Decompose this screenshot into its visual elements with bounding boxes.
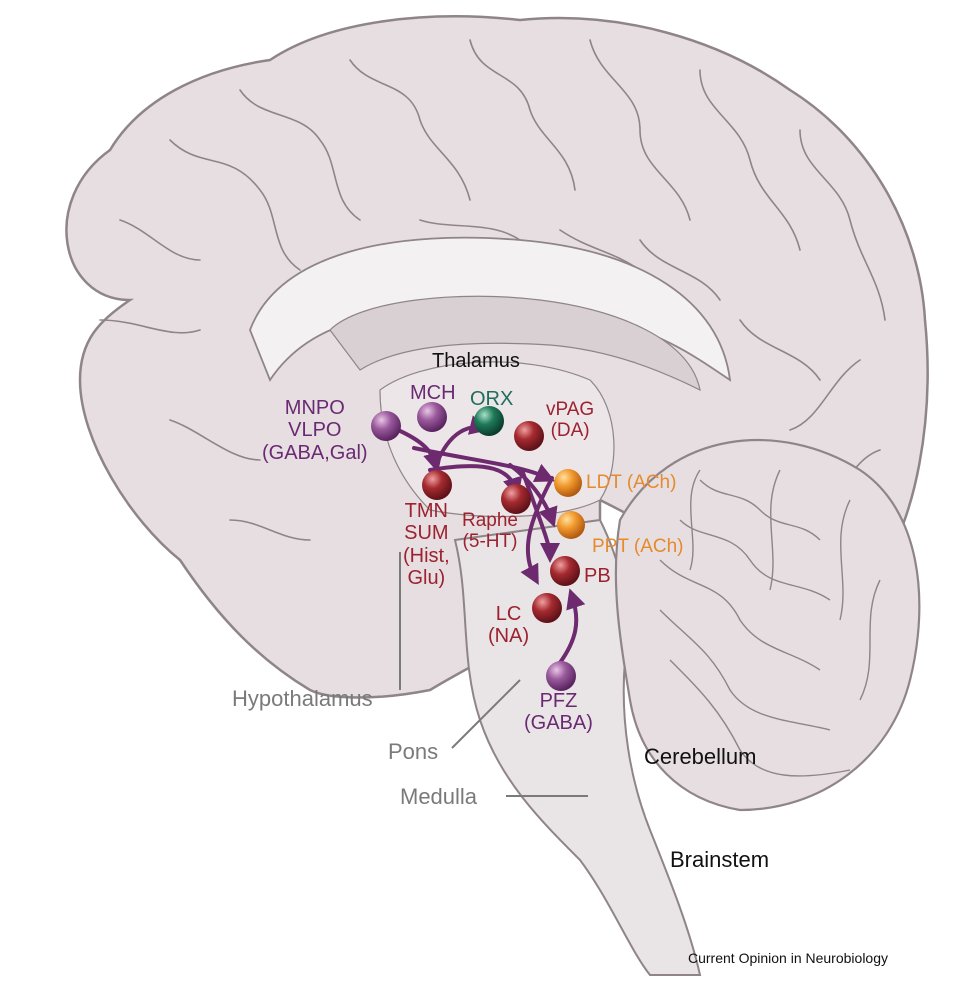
- label-lc-transmitter: (NA): [488, 625, 530, 648]
- label-mnpo-vlpo: MNPO VLPO (GABA,Gal): [262, 397, 368, 464]
- label-vpag-name: vPAG: [546, 399, 595, 420]
- label-raphe: Raphe (5-HT): [462, 510, 518, 553]
- node-vpag: [514, 421, 544, 451]
- label-lc-name: LC: [495, 603, 522, 625]
- node-ldt: [554, 469, 582, 497]
- cerebellum-shape: [614, 438, 921, 812]
- node-pb: [550, 556, 580, 586]
- label-vlpo: VLPO: [288, 419, 342, 442]
- label-mnpo: MNPO: [284, 397, 345, 419]
- pons-pointer: [451, 679, 521, 749]
- label-gaba-gal: (GABA,Gal): [262, 441, 368, 464]
- label-brainstem: Brainstem: [670, 847, 770, 872]
- node-mch: [417, 402, 447, 432]
- label-medulla: Medulla: [400, 784, 478, 809]
- node-tmn-sum: [422, 470, 452, 500]
- label-pons: Pons: [388, 739, 439, 764]
- node-lc: [532, 593, 562, 623]
- label-pb: PB: [584, 565, 611, 587]
- label-hypothalamus: Hypothalamus: [232, 686, 373, 711]
- label-sum: SUM: [404, 522, 449, 545]
- node-pfz: [546, 661, 576, 691]
- projection-arrows: [396, 415, 586, 670]
- label-cerebellum: Cerebellum: [644, 744, 757, 769]
- label-thalamus: Thalamus: [432, 350, 520, 372]
- ventricle: [329, 295, 701, 392]
- label-raphe-transmitter: (5-HT): [462, 531, 518, 553]
- credit-line: Current Opinion in Neurobiology: [688, 950, 888, 966]
- node-orx: [474, 406, 504, 436]
- label-hist: (Hist,: [403, 544, 450, 567]
- label-tmn: TMN: [404, 500, 448, 522]
- node-ppt: [557, 511, 585, 539]
- label-vpag-transmitter: (DA): [550, 420, 590, 442]
- label-orx: ORX: [470, 388, 514, 410]
- node-raphe: [501, 484, 531, 514]
- label-glu: Glu): [407, 567, 446, 590]
- label-pfz-transmitter: (GABA): [524, 712, 593, 735]
- label-ldt: LDT (ACh): [586, 472, 677, 493]
- label-pfz-name: PFZ: [539, 690, 578, 712]
- label-raphe-name: Raphe: [462, 510, 518, 531]
- label-mch: MCH: [410, 382, 456, 404]
- label-vpag: vPAG (DA): [546, 399, 594, 442]
- label-lc: LC (NA): [488, 603, 529, 648]
- label-pfz: PFZ (GABA): [524, 690, 593, 735]
- label-ppt: PPT (ACh): [592, 536, 684, 557]
- node-mnpo-vlpo: [371, 411, 401, 441]
- label-tmn-sum: TMN SUM (Hist, Glu): [403, 500, 450, 590]
